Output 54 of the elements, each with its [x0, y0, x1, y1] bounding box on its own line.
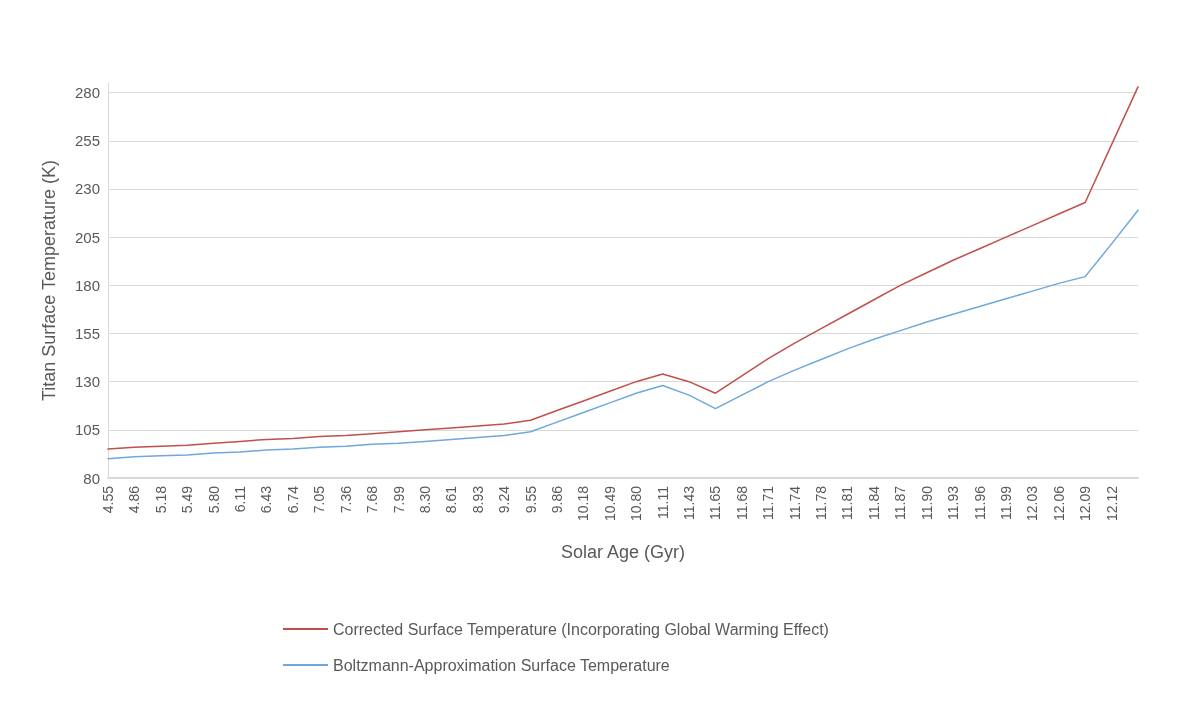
- x-tick-label: 4.55: [100, 485, 116, 514]
- x-tick-label: 5.80: [205, 485, 222, 514]
- x-tick-label: 8.93: [469, 485, 486, 514]
- x-tick-label: 7.99: [390, 485, 407, 514]
- x-tick-label: 11.74: [786, 485, 803, 520]
- x-tick-label: 12.03: [1024, 485, 1041, 522]
- x-tick-label: 11.81: [839, 485, 856, 520]
- x-tick-label: 5.18: [152, 485, 169, 514]
- y-tick-label: 205: [74, 228, 100, 246]
- x-tick-label: 12.09: [1077, 485, 1094, 522]
- line-series: [107, 86, 1139, 450]
- x-tick-label: 11.65: [707, 485, 724, 520]
- y-tick-label: 155: [74, 324, 100, 342]
- x-tick-label: 9.55: [522, 485, 539, 514]
- x-tick-label: 9.24: [496, 485, 513, 514]
- x-tick-label: 6.74: [284, 485, 301, 514]
- x-tick-label: 5.49: [179, 485, 196, 514]
- x-tick-label: 11.11: [654, 485, 671, 519]
- x-tick-label: 9.86: [548, 485, 565, 514]
- x-tick-label: 7.68: [364, 485, 381, 514]
- legend-label: Boltzmann-Approximation Surface Temperature: [333, 656, 670, 674]
- x-tick-label: 12.12: [1103, 485, 1120, 522]
- x-tick-label: 12.06: [1050, 485, 1067, 522]
- x-tick-label: 6.43: [258, 485, 275, 514]
- x-tick-label: 11.90: [918, 485, 935, 520]
- x-tick-label: 4.86: [126, 485, 143, 514]
- x-tick-label: 8.30: [416, 485, 433, 514]
- x-tick-label: 11.43: [681, 485, 698, 520]
- x-tick-label: 6.11: [232, 485, 249, 513]
- x-tick-label: 8.61: [443, 485, 460, 514]
- x-tick-label: 7.05: [311, 485, 328, 514]
- x-tick-label: 11.84: [865, 485, 882, 520]
- y-tick-label: 180: [74, 276, 100, 294]
- y-tick-label: 80: [83, 469, 100, 487]
- x-axis-title: Solar Age (Gyr): [560, 542, 686, 562]
- x-tick-label: 11.93: [945, 485, 962, 520]
- x-tick-label: 11.78: [813, 485, 830, 520]
- y-axis-title: Titan Surface Temperature (K): [39, 159, 59, 402]
- x-tick-label: 11.71: [760, 485, 777, 520]
- y-tick-label: 105: [74, 421, 100, 439]
- x-tick-label: 11.68: [733, 485, 750, 520]
- y-tick-label: 280: [74, 84, 100, 102]
- x-tick-label: 10.80: [628, 485, 645, 522]
- line-series: [107, 209, 1139, 460]
- x-tick-label: 11.99: [997, 485, 1014, 520]
- y-tick-label: 130: [74, 373, 100, 391]
- y-tick-label: 230: [74, 180, 100, 198]
- x-tick-label: 10.49: [601, 485, 618, 522]
- x-tick-label: 11.87: [892, 485, 909, 520]
- x-tick-label: 10.18: [575, 485, 592, 522]
- x-tick-label: 11.96: [971, 485, 988, 520]
- x-tick-label: 7.36: [337, 485, 354, 514]
- legend-label: Corrected Surface Temperature (Incorporating Global Warming Effect): [333, 620, 829, 638]
- y-tick-label: 255: [74, 132, 100, 150]
